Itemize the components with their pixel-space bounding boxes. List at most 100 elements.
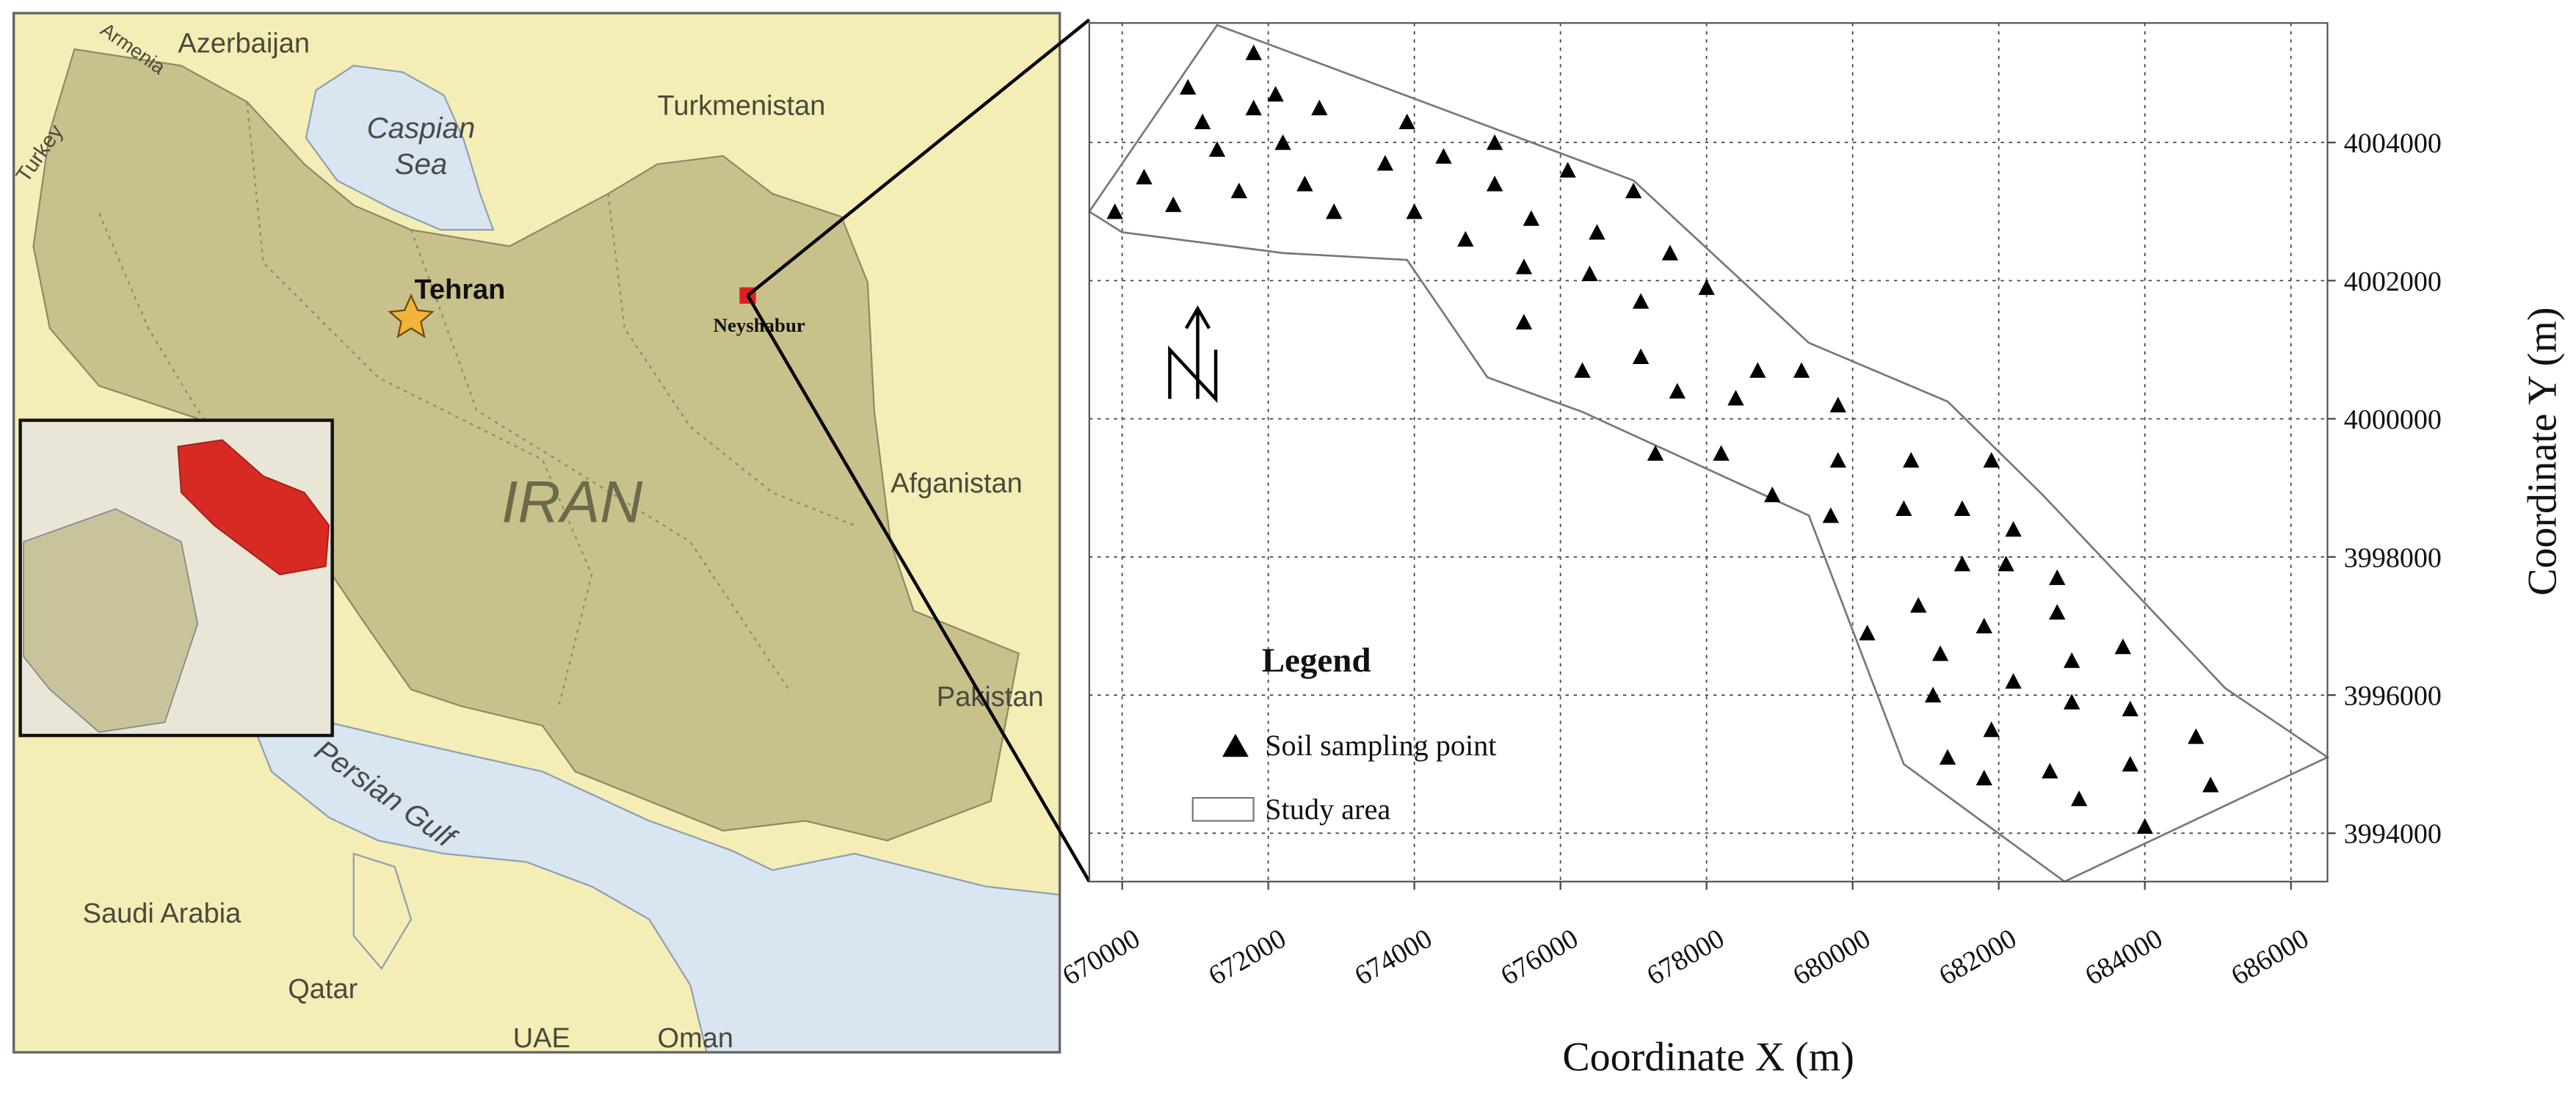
sampling-point (2188, 728, 2205, 744)
sampling-point (2122, 700, 2138, 716)
sampling-point (1931, 645, 1949, 661)
legend-label: Soil sampling point (1265, 729, 1496, 762)
sampling-point (1829, 396, 1846, 412)
sampling-point (1523, 210, 1540, 226)
sampling-point (1975, 617, 1992, 634)
country-label: Oman (658, 1023, 734, 1054)
sampling-point (1486, 134, 1503, 150)
sampling-point (1325, 203, 1343, 219)
legend-title: Legend (1262, 641, 1371, 680)
north-arrow (1168, 305, 1218, 404)
x-tick-label: 674000 (1349, 923, 1437, 992)
sampling-point (1647, 445, 1664, 461)
sampling-point (1179, 79, 1197, 95)
sampling-point (1632, 293, 1650, 309)
sampling-point (1398, 113, 1415, 129)
sampling-point (1296, 175, 1313, 192)
country-label: Saudi Arabia (83, 898, 242, 929)
legend-swatch (1191, 797, 1255, 822)
sampling-point (1515, 258, 1533, 274)
sampling-point (1406, 203, 1423, 219)
map-frame (12, 12, 1062, 1054)
sampling-point (1910, 597, 1927, 613)
plot-frame (1088, 22, 2329, 883)
sampling-point (1245, 44, 1262, 60)
sampling-point (1939, 749, 1956, 765)
sampling-point (1194, 113, 1211, 129)
sea-label: Sea (395, 148, 448, 181)
sampling-point (1230, 182, 1248, 199)
sampling-point (1632, 348, 1650, 364)
sampling-point (1435, 148, 1452, 164)
y-tick-label: 4002000 (2344, 266, 2442, 297)
sea-label: Caspian (367, 112, 476, 145)
sampling-point (2005, 673, 2022, 689)
sampling-point (1589, 224, 1606, 240)
location-map: Azerbaijan Armenia Turkey Caspian Sea Tu… (12, 12, 1091, 1054)
sampling-point (1953, 556, 1971, 572)
legend-label: Study area (1265, 793, 1390, 826)
sampling-chart: Legend Soil sampling point Study area Co… (1057, 22, 2565, 1080)
sampling-point (2049, 569, 2066, 586)
sampling-point (1574, 362, 1591, 378)
sampling-point (2114, 639, 2132, 655)
sampling-point (1311, 99, 1328, 116)
qatar-land (352, 852, 413, 970)
sampling-point (1106, 203, 1123, 219)
sampling-point (1749, 362, 1766, 378)
x-tick-label: 684000 (2080, 923, 2168, 992)
sampling-point (1267, 86, 1284, 102)
sampling-point (2136, 818, 2153, 834)
y-axis-label: Coordinate Y (m) (2519, 307, 2565, 595)
country-label: IRAN (501, 469, 643, 535)
sampling-point (2042, 763, 2058, 779)
inset-iran (177, 439, 330, 575)
inset-arabia (23, 508, 199, 733)
sampling-point (1581, 265, 1598, 282)
sampling-point (1136, 169, 1153, 185)
sampling-point (2005, 521, 2022, 537)
tehran-marker (388, 293, 435, 338)
x-tick-label: 670000 (1057, 923, 1145, 992)
y-tick-label: 4004000 (2344, 128, 2442, 159)
sampling-point (1829, 451, 1846, 468)
sampling-point (1713, 445, 1730, 461)
y-tick-label: 4000000 (2344, 404, 2442, 435)
sampling-point (1625, 182, 1642, 199)
sampling-point (1515, 313, 1533, 330)
legend-marker (1222, 733, 1249, 757)
sampling-point (2049, 603, 2066, 620)
plot-area (1089, 23, 2328, 882)
x-tick-label: 676000 (1495, 923, 1583, 992)
sampling-point (1376, 155, 1394, 171)
sampling-point (1822, 507, 1839, 523)
country-label: Qatar (288, 974, 358, 1005)
x-tick-label: 686000 (2226, 923, 2314, 992)
y-tick-label: 3994000 (2344, 819, 2442, 850)
x-tick-label: 672000 (1203, 923, 1291, 992)
x-tick-label: 678000 (1641, 923, 1730, 992)
legend: Legend Soil sampling point Study area (1191, 641, 1497, 826)
sampling-point (1983, 451, 2000, 468)
zoom-line (747, 18, 1091, 297)
x-tick-label: 682000 (1934, 923, 2022, 992)
sampling-point (1793, 362, 1810, 378)
country-label: UAE (513, 1023, 570, 1054)
sampling-point (1998, 556, 2014, 572)
x-axis-label: Coordinate X (m) (1562, 1034, 1854, 1080)
sampling-point (2063, 694, 2080, 710)
sampling-point (1727, 390, 1744, 406)
sampling-point (1983, 721, 2000, 738)
country-label: Pakistan (937, 682, 1044, 713)
country-label: Afganistan (890, 468, 1023, 499)
sampling-point (1486, 175, 1503, 192)
sampling-point (2122, 756, 2138, 772)
sampling-point (1859, 625, 1876, 641)
sampling-point (1953, 500, 1971, 517)
sampling-point (1245, 99, 1262, 116)
sampling-point (1165, 196, 1182, 212)
y-tick-label: 3998000 (2344, 542, 2442, 573)
city-label: Tehran (414, 274, 505, 305)
y-tick-label: 3996000 (2344, 681, 2442, 712)
